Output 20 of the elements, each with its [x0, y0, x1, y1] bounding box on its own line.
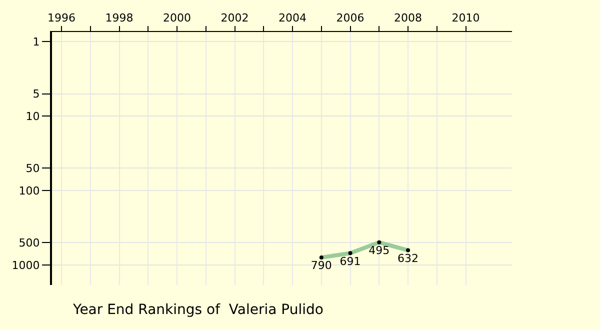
y-tick-label: 10: [26, 110, 40, 124]
y-tick-label: 5: [32, 88, 40, 101]
y-tick-label: 100: [18, 184, 40, 198]
x-tick-label: 2002: [220, 12, 249, 25]
data-label: 632: [398, 252, 419, 266]
x-tick-label: 2006: [336, 12, 364, 25]
y-tick-label: 50: [26, 162, 40, 176]
x-tick-label: 2000: [163, 12, 192, 25]
data-label: 691: [340, 254, 361, 268]
y-tick-label: 1: [32, 36, 40, 49]
data-label: 790: [310, 259, 332, 272]
x-tick-label: 2008: [394, 12, 422, 25]
x-tick-label: 2010: [452, 12, 480, 25]
text: Year End Rankings of Valeria Pulido: [72, 302, 324, 318]
x-tick-label: 2004: [278, 12, 307, 25]
y-tick-label: 1000: [12, 258, 40, 272]
x-tick-label: 1998: [105, 12, 134, 25]
x-tick-label: 1996: [48, 12, 76, 25]
data-label: 495: [368, 244, 390, 258]
y-tick-label: 500: [18, 236, 40, 250]
